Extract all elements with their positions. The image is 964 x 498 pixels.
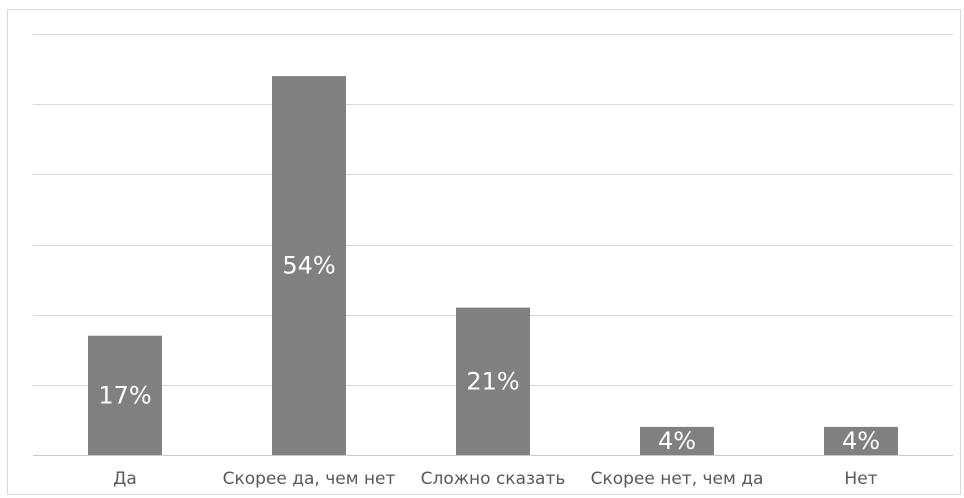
data-label-2: 54% [282,252,335,280]
bar-4 [640,426,714,455]
bar-2 [272,76,346,455]
bar-1 [88,335,162,455]
data-labels: 17% 54% 21% 4% 4% [98,252,880,456]
category-label-4: Скорее нет, чем да [591,469,764,489]
category-label-1: Да [113,469,137,489]
category-label-3: Сложно сказать [421,469,566,489]
data-label-3: 21% [466,367,519,395]
data-label-4: 4% [658,427,696,455]
category-label-2: Скорее да, чем нет [223,469,396,489]
category-labels: Да Скорее да, чем нет Сложно сказать Скорее… [113,469,878,489]
bar-5 [824,426,898,455]
data-label-5: 4% [842,427,880,455]
data-label-1: 17% [98,381,151,409]
bars [88,76,898,455]
bar-3 [456,307,530,455]
category-label-5: Нет [844,469,877,489]
gridlines [33,34,953,456]
